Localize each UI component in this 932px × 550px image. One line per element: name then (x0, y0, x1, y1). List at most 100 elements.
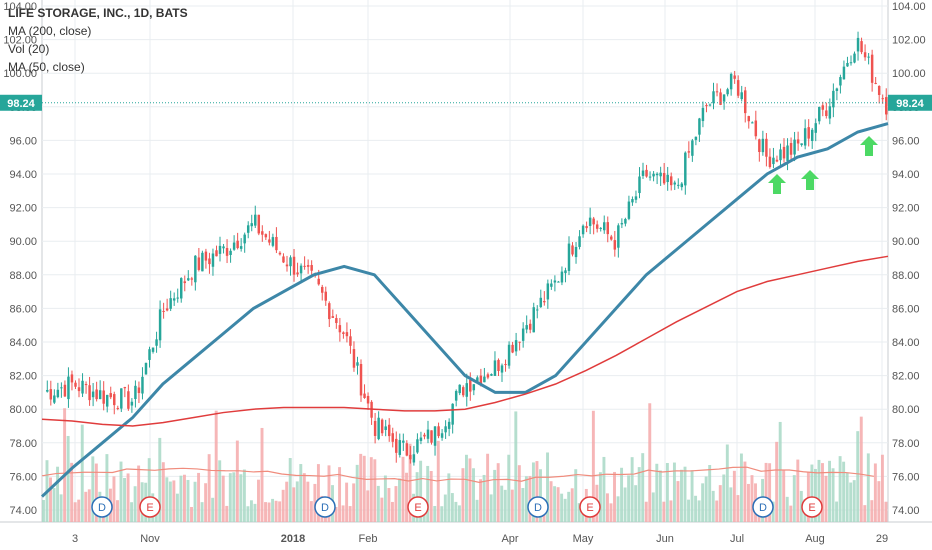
candle-body[interactable] (751, 122, 754, 124)
candle-body[interactable] (613, 240, 617, 250)
candle-body[interactable] (204, 251, 208, 261)
candle-body[interactable] (144, 362, 148, 375)
indicator-ma50[interactable]: MA (50, close) (8, 60, 85, 74)
candle-body[interactable] (130, 401, 134, 406)
candle-body[interactable] (620, 223, 624, 225)
candle-body[interactable] (694, 136, 698, 140)
candle-body[interactable] (296, 272, 299, 275)
candle-body[interactable] (729, 73, 733, 90)
earnings-event-icon[interactable] (407, 496, 429, 518)
candle-body[interactable] (95, 389, 98, 400)
candle-body[interactable] (546, 283, 550, 300)
candle-body[interactable] (662, 173, 666, 184)
candle-body[interactable] (585, 226, 588, 229)
candle-body[interactable] (324, 291, 327, 301)
candle-body[interactable] (116, 407, 120, 409)
candle-body[interactable] (440, 433, 444, 438)
candle-body[interactable] (567, 243, 571, 271)
candle-body[interactable] (744, 90, 747, 114)
candle-body[interactable] (180, 278, 183, 299)
candle-body[interactable] (321, 286, 324, 293)
candle-body[interactable] (451, 403, 454, 425)
candle-body[interactable] (532, 307, 535, 333)
candle-body[interactable] (373, 420, 377, 436)
candle-body[interactable] (768, 156, 772, 168)
candle-body[interactable] (77, 387, 81, 392)
ma200-line[interactable] (41, 255, 889, 427)
candle-body[interactable] (120, 388, 123, 409)
candle-body[interactable] (659, 172, 662, 177)
candle-body[interactable] (278, 252, 282, 255)
candle-body[interactable] (342, 332, 345, 334)
candle-body[interactable] (825, 110, 828, 116)
candle-body[interactable] (165, 308, 169, 311)
candle-body[interactable] (715, 91, 719, 93)
candle-body[interactable] (243, 234, 246, 244)
candle-body[interactable] (317, 278, 320, 285)
candle-body[interactable] (183, 281, 186, 284)
candle-body[interactable] (225, 248, 229, 256)
candle-body[interactable] (356, 362, 359, 366)
candle-body[interactable] (366, 395, 370, 404)
candle-body[interactable] (67, 376, 70, 400)
candle-body[interactable] (592, 218, 595, 225)
candle-body[interactable] (102, 390, 105, 404)
candle-body[interactable] (507, 344, 511, 366)
candle-body[interactable] (384, 426, 387, 430)
candle-body[interactable] (127, 391, 130, 409)
candle-body[interactable] (687, 151, 691, 153)
candle-body[interactable] (176, 297, 179, 299)
candle-body[interactable] (306, 265, 310, 267)
candle-body[interactable] (648, 176, 652, 178)
candle-body[interactable] (550, 283, 553, 287)
candle-body[interactable] (109, 393, 112, 398)
candle-body[interactable] (289, 257, 292, 267)
candle-body[interactable] (246, 225, 250, 233)
candle-body[interactable] (88, 385, 91, 401)
earnings-event-icon[interactable] (579, 496, 601, 518)
candle-body[interactable] (574, 246, 578, 258)
candle-body[interactable] (162, 310, 165, 312)
candle-body[interactable] (134, 385, 137, 400)
candle-body[interactable] (807, 127, 810, 139)
candle-body[interactable] (454, 390, 458, 401)
candle-body[interactable] (338, 325, 342, 333)
candle-body[interactable] (856, 37, 860, 52)
candle-body[interactable] (437, 426, 440, 437)
candle-body[interactable] (722, 94, 726, 102)
candle-body[interactable] (197, 257, 201, 270)
candle-body[interactable] (511, 344, 514, 353)
candle-body[interactable] (634, 196, 638, 200)
candle-body[interactable] (310, 265, 313, 271)
candle-body[interactable] (493, 360, 497, 376)
candle-body[interactable] (486, 374, 490, 378)
candle-body[interactable] (257, 214, 261, 234)
candle-body[interactable] (222, 246, 225, 249)
candle-body[interactable] (229, 250, 232, 255)
candle-body[interactable] (849, 62, 853, 64)
candle-body[interactable] (581, 225, 585, 235)
candle-body[interactable] (363, 393, 366, 398)
candle-body[interactable] (677, 184, 680, 186)
candle-body[interactable] (698, 118, 701, 135)
candle-body[interactable] (113, 394, 116, 406)
candle-body[interactable] (60, 387, 63, 389)
candle-body[interactable] (345, 332, 349, 337)
candle-body[interactable] (765, 138, 768, 157)
candle-body[interactable] (98, 390, 102, 400)
candle-body[interactable] (793, 139, 796, 155)
candle-body[interactable] (560, 271, 564, 283)
candle-body[interactable] (786, 145, 789, 161)
candle-body[interactable] (215, 250, 218, 257)
candle-body[interactable] (299, 265, 303, 274)
candle-body[interactable] (91, 391, 95, 398)
candle-body[interactable] (863, 52, 867, 58)
candle-body[interactable] (430, 430, 433, 443)
candle-body[interactable] (158, 309, 162, 341)
candle-body[interactable] (588, 217, 592, 226)
dividend-event-icon[interactable] (752, 496, 774, 518)
candle-body[interactable] (500, 365, 504, 373)
candle-body[interactable] (137, 387, 141, 394)
candle-body[interactable] (391, 433, 394, 442)
candle-body[interactable] (352, 349, 356, 368)
